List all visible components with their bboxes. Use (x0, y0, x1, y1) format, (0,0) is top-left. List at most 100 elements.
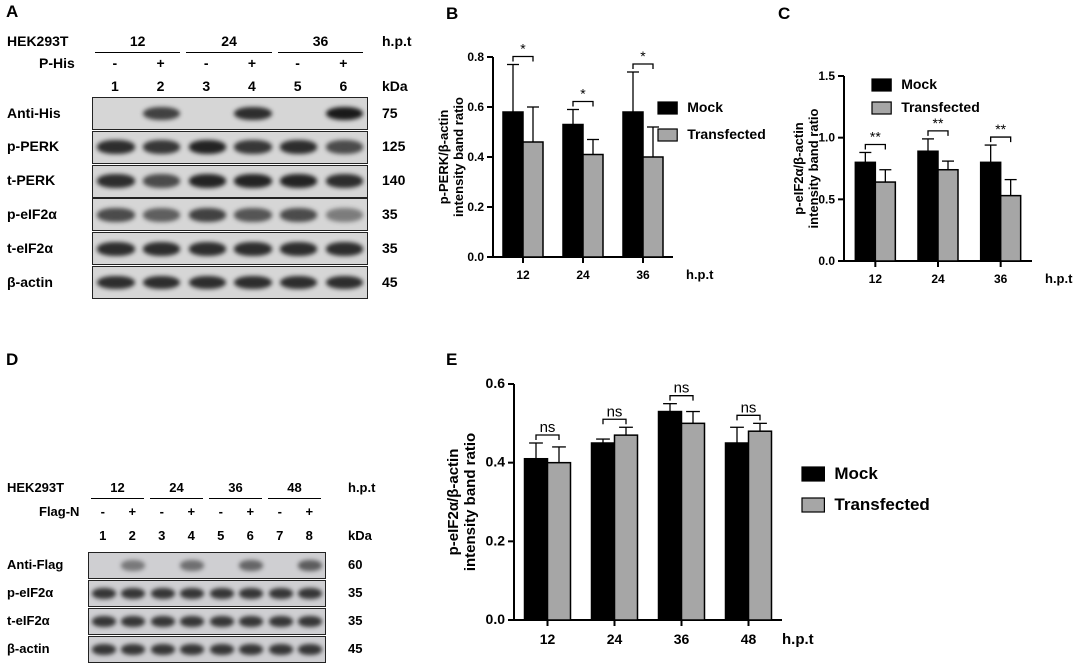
legend-label: Transfected (834, 495, 929, 514)
protein-band (234, 174, 272, 189)
x-tick-label: 36 (636, 268, 650, 282)
x-tick-label: 36 (994, 272, 1008, 286)
protein-band (180, 559, 205, 572)
bar-chart-e: 0.0 0.2 0.4 0.6 p-eIF2α/β-actin intensity ban… (445, 375, 930, 648)
protein-band (188, 174, 226, 189)
time-unit-label: h.p.t (348, 480, 376, 495)
significance-bracket (632, 63, 654, 69)
protein-band (298, 643, 323, 656)
bar-mock (622, 111, 644, 258)
protein-band (97, 241, 135, 256)
lane-number: 5 (217, 528, 225, 543)
blot-row-label: β-actin (7, 641, 50, 656)
blot-strip (92, 130, 369, 164)
significance-bracket (927, 130, 949, 136)
protein-band (188, 275, 226, 290)
x-tick-label: 12 (869, 272, 883, 286)
legend-swatch (801, 497, 825, 513)
x-tick-label: 24 (576, 268, 590, 282)
treatment-sign: - (277, 504, 282, 519)
protein-band (97, 275, 135, 290)
y-axis-label: p-eIF2α/β-actin (791, 122, 806, 215)
lane-number: 7 (276, 528, 284, 543)
significance-bracket (736, 414, 761, 421)
treatment-sign: + (247, 55, 257, 71)
protein-band (234, 241, 272, 256)
lane-number: 5 (293, 78, 302, 94)
legend-swatch (801, 466, 825, 482)
lane-number: 3 (158, 528, 166, 543)
legend-swatch (871, 78, 892, 92)
protein-band (234, 207, 272, 222)
significance-bracket (512, 55, 534, 62)
legend-swatch (871, 101, 892, 115)
blot-row-kda: 35 (348, 585, 363, 600)
protein-band (142, 241, 181, 256)
cell-line-label: HEK293T (7, 480, 65, 495)
blot-row-label: Anti-Flag (7, 557, 64, 572)
protein-band (239, 615, 264, 628)
protein-band (325, 275, 364, 290)
bar-transfected (546, 461, 572, 621)
protein-band (150, 587, 175, 600)
x-axis-label: h.p.t (686, 267, 714, 282)
y-tick-label: 0.0 (467, 250, 484, 264)
protein-band (234, 275, 272, 290)
treatment-sign: + (187, 504, 196, 519)
protein-band (142, 275, 181, 290)
protein-band (298, 587, 323, 600)
blot-strip (88, 580, 326, 607)
protein-band (239, 643, 264, 656)
protein-band (180, 643, 205, 656)
y-tick-label: 0.0 (486, 611, 506, 627)
blot-row-label: p-eIF2α (7, 205, 57, 222)
y-axis-label: intensity band ratio (806, 108, 821, 228)
cell-line-label: HEK293T (7, 33, 69, 49)
time-bracket (209, 498, 262, 499)
protein-band (279, 241, 318, 256)
significance-label: * (520, 41, 526, 57)
legend-label: Transfected (901, 99, 980, 115)
protein-band (239, 559, 264, 572)
treatment-sign: + (156, 55, 165, 71)
significance-label: ns (607, 403, 623, 420)
significance-bracket (990, 136, 1012, 143)
legend-label: Mock (834, 464, 878, 483)
significance-label: ** (995, 121, 1006, 137)
time-bracket (268, 498, 321, 499)
treatment-sign: + (339, 55, 348, 71)
time-bracket (277, 52, 364, 53)
y-axis-label: intensity band ratio (451, 97, 466, 217)
protein-band (268, 615, 293, 628)
protein-band (325, 106, 364, 121)
protein-band (150, 615, 175, 628)
protein-band (142, 140, 181, 155)
y-axis-label: p-PERK/β-actin (436, 110, 451, 205)
protein-band (121, 643, 146, 656)
blot-row-kda: 45 (382, 273, 398, 290)
significance-label: ns (540, 419, 556, 436)
significance-bracket (864, 143, 886, 150)
x-tick-label: 12 (516, 268, 530, 282)
treatment-label: P-His (39, 55, 75, 71)
treatment-sign: + (246, 504, 255, 519)
blot-row-kda: 140 (382, 172, 406, 189)
bar-transfected (642, 156, 664, 258)
treatment-sign: + (305, 504, 314, 519)
panel-label-e: E (446, 350, 458, 369)
western-blot-d: HEK293T h.p.t 12 24 36 48 Flag-N - + - + - + - +1 2 3 4 5 6… (0, 440, 440, 670)
treatment-sign: - (295, 55, 300, 71)
y-axis-label: p-eIF2α/β-actin (445, 449, 462, 556)
significance-label: ns (674, 380, 690, 397)
protein-band (142, 174, 181, 189)
protein-band (121, 587, 146, 600)
kda-header: kDa (382, 78, 408, 94)
protein-band (209, 587, 234, 600)
bar-mock (724, 442, 750, 621)
protein-band (279, 174, 318, 189)
legend-swatch (657, 101, 678, 115)
y-tick-label: 0.0 (818, 254, 835, 268)
panel-label-b: B (446, 4, 459, 23)
blot-row-label: p-eIF2α (7, 585, 54, 600)
significance-label: ** (933, 115, 944, 131)
